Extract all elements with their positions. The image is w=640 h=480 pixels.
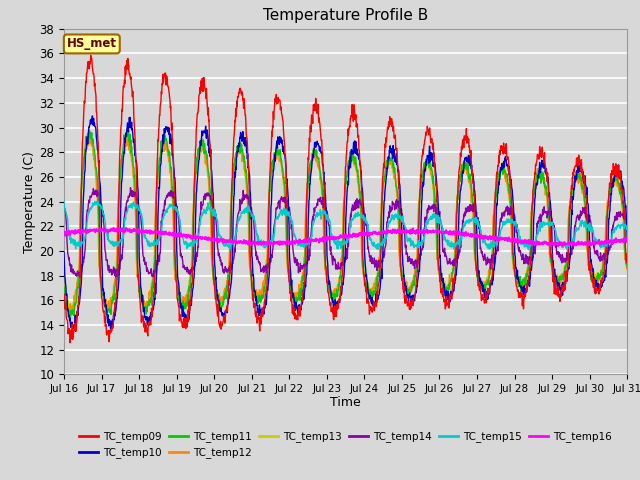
TC_temp10 [312, 139, 319, 145]
TC_temp12 [312, 154, 319, 159]
TC_temp11 [60, 284, 68, 289]
TC_temp16 [321, 237, 329, 242]
TC_temp10 [127, 125, 135, 131]
TC_temp13 [312, 152, 319, 158]
TC_temp16 [554, 243, 562, 249]
TC_temp14 [127, 188, 135, 194]
TC_temp11 [312, 150, 319, 156]
TC_temp16 [127, 228, 134, 233]
TC_temp15 [226, 247, 234, 253]
Line: TC_temp16: TC_temp16 [64, 228, 627, 246]
TC_temp09 [322, 264, 330, 269]
TC_temp13 [127, 151, 135, 157]
TC_temp13 [623, 259, 631, 264]
Legend: TC_temp09, TC_temp10, TC_temp11, TC_temp12, TC_temp13, TC_temp14, TC_temp15, TC_: TC_temp09, TC_temp10, TC_temp11, TC_temp… [79, 432, 612, 458]
TC_temp10 [72, 328, 79, 334]
TC_temp13 [381, 169, 389, 175]
TC_temp13 [69, 308, 77, 313]
TC_temp10 [104, 315, 112, 321]
TC_temp09 [104, 328, 112, 334]
TC_temp14 [60, 202, 68, 208]
TC_temp12 [104, 301, 112, 307]
TC_temp09 [127, 81, 135, 87]
TC_temp12 [86, 132, 94, 138]
TC_temp13 [322, 266, 330, 272]
TC_temp16 [104, 228, 111, 233]
Title: Temperature Profile B: Temperature Profile B [263, 9, 428, 24]
TC_temp14 [623, 221, 631, 227]
TC_temp09 [87, 52, 95, 58]
TC_temp11 [104, 307, 112, 313]
TC_temp09 [60, 291, 68, 297]
TC_temp15 [623, 223, 631, 228]
TC_temp12 [322, 263, 330, 268]
TC_temp11 [300, 271, 308, 276]
TC_temp10 [89, 113, 97, 119]
TC_temp10 [381, 185, 389, 191]
TC_temp16 [311, 237, 319, 243]
TC_temp14 [381, 245, 389, 251]
TC_temp14 [312, 204, 319, 210]
TC_temp12 [127, 152, 135, 157]
TC_temp16 [60, 229, 68, 235]
Line: TC_temp10: TC_temp10 [64, 116, 627, 331]
Line: TC_temp11: TC_temp11 [64, 130, 627, 318]
TC_temp15 [127, 202, 134, 207]
TC_temp10 [60, 249, 68, 255]
TC_temp09 [623, 257, 631, 263]
TC_temp13 [300, 264, 308, 269]
TC_temp14 [300, 262, 308, 268]
TC_temp16 [623, 239, 631, 244]
TC_temp12 [60, 289, 68, 295]
TC_temp13 [60, 281, 68, 287]
TC_temp13 [122, 133, 130, 139]
TC_temp14 [322, 211, 330, 216]
Line: TC_temp12: TC_temp12 [64, 135, 627, 312]
TC_temp11 [322, 264, 330, 269]
TC_temp12 [300, 262, 308, 268]
TC_temp16 [109, 225, 117, 231]
TC_temp11 [381, 172, 389, 178]
TC_temp11 [623, 264, 631, 270]
TC_temp16 [381, 230, 388, 236]
TC_temp10 [300, 297, 308, 302]
TC_temp14 [104, 264, 112, 270]
TC_temp15 [381, 239, 388, 244]
TC_temp11 [67, 315, 74, 321]
Line: TC_temp14: TC_temp14 [64, 188, 627, 277]
TC_temp09 [66, 340, 74, 346]
TC_temp10 [623, 237, 631, 243]
TC_temp13 [104, 303, 112, 309]
Line: TC_temp15: TC_temp15 [64, 201, 627, 250]
TC_temp09 [381, 141, 389, 146]
TC_temp15 [321, 209, 329, 215]
TC_temp12 [623, 264, 631, 270]
TC_temp14 [127, 185, 134, 191]
TC_temp11 [127, 150, 135, 156]
Y-axis label: Temperature (C): Temperature (C) [24, 151, 36, 252]
TC_temp16 [300, 239, 307, 244]
TC_temp11 [85, 127, 93, 133]
TC_temp15 [104, 237, 111, 242]
TC_temp15 [60, 198, 68, 204]
Line: TC_temp13: TC_temp13 [64, 136, 627, 311]
TC_temp12 [381, 167, 389, 173]
X-axis label: Time: Time [330, 396, 361, 408]
Line: TC_temp09: TC_temp09 [64, 55, 627, 343]
TC_temp09 [312, 108, 319, 113]
Text: HS_met: HS_met [67, 37, 117, 50]
TC_temp14 [76, 274, 84, 280]
TC_temp12 [65, 309, 73, 315]
TC_temp15 [311, 216, 319, 221]
TC_temp10 [322, 193, 330, 199]
TC_temp15 [300, 244, 307, 250]
TC_temp09 [300, 284, 308, 289]
